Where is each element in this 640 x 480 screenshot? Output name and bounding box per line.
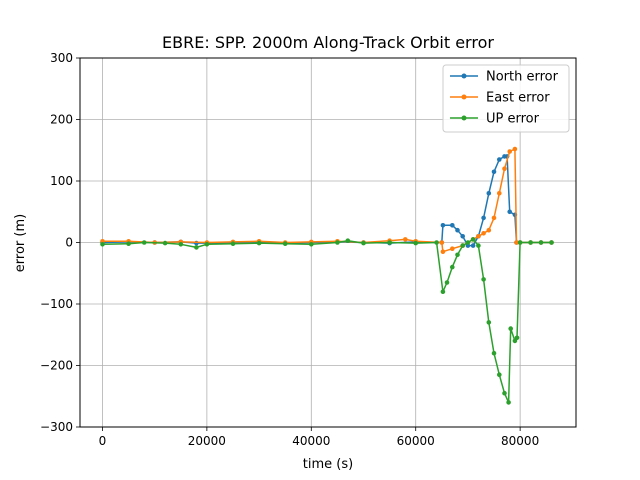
data-point — [345, 238, 351, 243]
data-point — [204, 242, 210, 247]
data-point — [256, 240, 262, 246]
y-tick-label: 200 — [50, 113, 73, 127]
data-point — [440, 289, 446, 295]
data-point — [434, 240, 439, 245]
data-point — [403, 237, 408, 242]
data-point — [439, 240, 445, 245]
data-point — [440, 223, 446, 228]
legend-marker — [461, 115, 467, 121]
data-point — [517, 240, 523, 245]
x-axis-label: time (s) — [303, 457, 353, 472]
data-point — [460, 234, 466, 239]
data-point — [507, 149, 512, 154]
data-point — [497, 157, 502, 162]
data-point — [486, 227, 492, 233]
x-tick-label: 80000 — [501, 434, 539, 448]
data-point — [162, 240, 168, 246]
data-point — [450, 264, 455, 270]
legend: North error East error UP error — [442, 64, 570, 133]
series-layer — [100, 146, 554, 405]
data-point — [481, 215, 486, 221]
data-point — [309, 242, 314, 247]
data-point — [476, 243, 481, 248]
data-point — [508, 326, 513, 331]
data-point — [178, 242, 184, 247]
data-point — [538, 240, 544, 245]
data-point — [476, 234, 481, 239]
data-point — [465, 240, 471, 245]
data-point — [549, 240, 554, 245]
data-point — [413, 240, 419, 246]
data-point — [491, 215, 497, 221]
data-point — [481, 277, 486, 282]
data-point — [100, 242, 105, 247]
legend-label: North error — [486, 70, 559, 85]
data-point — [470, 237, 476, 242]
x-tick-label: 40000 — [292, 434, 330, 448]
data-point — [486, 320, 492, 325]
data-point — [444, 280, 450, 285]
y-tick-label: 0 — [65, 236, 73, 250]
x-tick-label: 60000 — [397, 434, 435, 448]
data-point — [450, 223, 455, 228]
series-line — [102, 238, 552, 404]
data-point — [470, 243, 476, 248]
data-point — [506, 400, 511, 405]
data-point — [481, 231, 486, 236]
data-point — [387, 240, 392, 245]
chart-title: EBRE: SPP. 2000m Along-Track Orbit error — [162, 33, 494, 52]
data-point — [507, 209, 512, 215]
y-axis-ticks: −300 −200 −100 0 100 200 300 — [40, 51, 80, 434]
x-tick-label: 0 — [99, 434, 107, 448]
y-axis-label: error (m) — [13, 214, 28, 272]
data-point — [440, 249, 446, 254]
data-point — [486, 191, 492, 196]
x-tick-label: 20000 — [188, 434, 226, 448]
data-point — [491, 169, 497, 175]
data-point — [361, 240, 366, 246]
data-point — [194, 245, 199, 250]
y-tick-label: 300 — [50, 51, 73, 65]
data-point — [455, 252, 460, 258]
data-point — [491, 350, 497, 356]
x-axis-ticks: 0 20000 40000 60000 80000 — [99, 427, 539, 448]
legend-label: UP error — [486, 112, 540, 127]
y-tick-label: −300 — [40, 420, 73, 434]
series-up-error — [100, 237, 554, 405]
data-point — [282, 241, 288, 246]
legend-box — [442, 64, 570, 133]
data-point — [230, 241, 236, 246]
data-point — [450, 246, 455, 251]
legend-marker — [461, 73, 467, 79]
data-point — [460, 243, 466, 248]
data-point — [335, 240, 340, 245]
legend-label: East error — [486, 91, 550, 106]
y-tick-label: −100 — [40, 297, 73, 311]
data-point — [514, 240, 519, 245]
y-tick-label: 100 — [50, 174, 73, 188]
data-point — [514, 335, 520, 341]
data-point — [126, 241, 131, 246]
data-point — [455, 227, 460, 233]
legend-marker — [461, 94, 467, 100]
y-tick-label: −200 — [40, 359, 73, 373]
data-point — [512, 146, 518, 152]
data-point — [497, 372, 502, 378]
data-point — [141, 240, 147, 245]
data-point — [497, 191, 502, 196]
data-point — [502, 390, 507, 396]
data-point — [502, 166, 507, 171]
data-point — [528, 240, 533, 245]
